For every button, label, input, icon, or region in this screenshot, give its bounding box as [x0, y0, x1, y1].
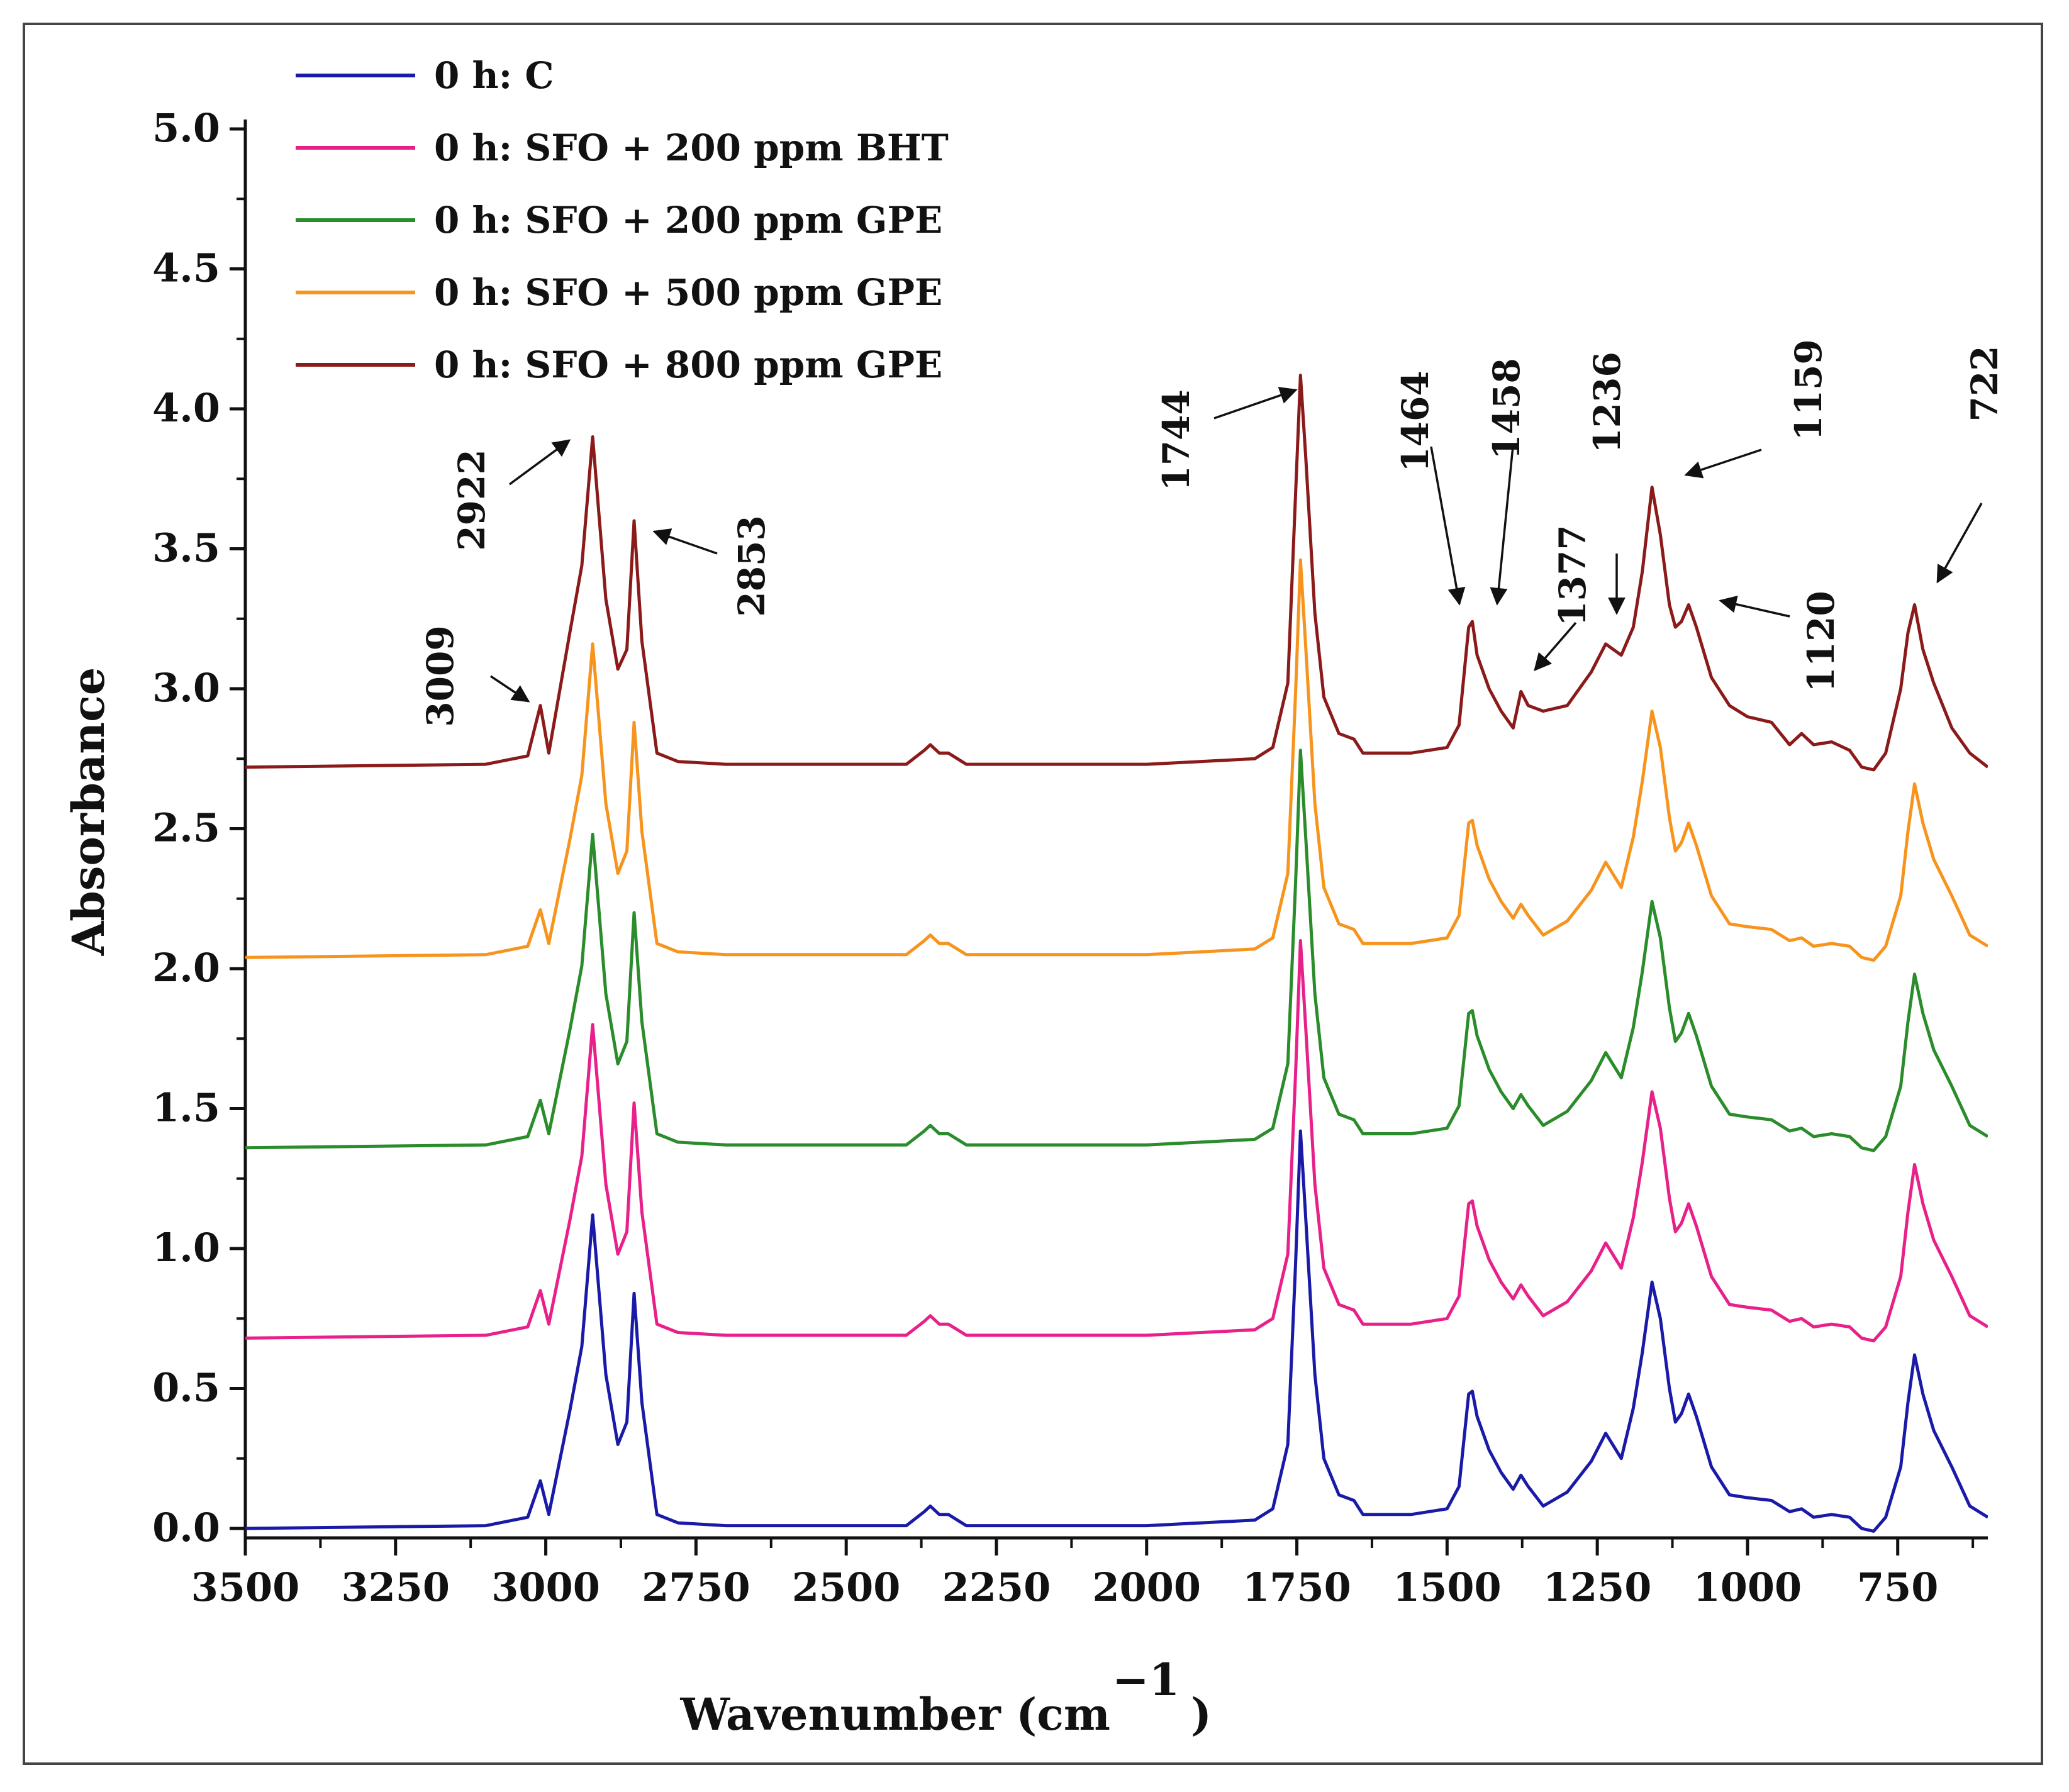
series-line-2: [245, 939, 1988, 1343]
annotation-label-1159: 1159: [1787, 339, 1830, 440]
legend-label-3: 0 h: SFO + 200 ppm GPE: [434, 199, 942, 242]
y-tick-label: 0.5: [152, 1365, 220, 1411]
y-tick-label: 2.5: [152, 805, 220, 851]
annotation-arrow-1464: [1430, 446, 1466, 606]
series-line-5: [245, 374, 1988, 772]
y-tick-label: 1.5: [152, 1085, 220, 1131]
annotation-label-1377: 1377: [1551, 525, 1594, 626]
annotation-label-2853: 2853: [730, 515, 773, 616]
x-axis-title-superscript: −1: [1112, 1654, 1179, 1706]
legend-label-4: 0 h: SFO + 500 ppm GPE: [434, 271, 942, 314]
y-tick-label: 4.5: [152, 245, 220, 291]
legend: 0 h: C 0 h: SFO + 200 ppm BHT 0 h: SFO + 2…: [296, 54, 949, 386]
x-axis-title: Wavenumber (cm: [680, 1688, 1111, 1740]
figure-frame: [23, 23, 2043, 1765]
annotation-arrow-722: [1936, 503, 1983, 584]
x-tick-label: 3250: [342, 1564, 450, 1610]
x-tick-label: 1750: [1242, 1564, 1351, 1610]
y-tick-label: 1.0: [152, 1225, 220, 1271]
annotation-arrow-1377: [1534, 621, 1577, 672]
annotation-arrow-1744: [1213, 387, 1298, 420]
x-tick-label: 750: [1857, 1564, 1938, 1610]
legend-label-2: 0 h: SFO + 200 ppm BHT: [434, 126, 949, 169]
series-line-4: [245, 558, 1988, 962]
x-tick-label: 2250: [942, 1564, 1051, 1610]
annotation-arrow-2853: [652, 528, 718, 555]
annotation-label-1464: 1464: [1394, 370, 1437, 472]
annotation-arrow-1458: [1490, 446, 1514, 606]
y-tick-label: 4.0: [152, 385, 220, 431]
peak-annotations: 3009 2922 2853 1744 1464 1458 1377 1236 1159 1120…: [419, 339, 2006, 726]
series-line-1: [245, 1129, 1988, 1533]
annotation-arrow-2922: [508, 439, 571, 486]
y-tick-label: 2.0: [152, 945, 220, 991]
x-tick-label: 2750: [642, 1564, 750, 1610]
y-axis-title: Absorbance: [62, 667, 114, 957]
series-line-3: [245, 749, 1988, 1152]
x-tick-label: 3500: [191, 1564, 300, 1610]
annotation-label-1236: 1236: [1586, 352, 1629, 453]
annotation-label-3009: 3009: [419, 625, 462, 726]
x-tick-label: 3000: [491, 1564, 600, 1610]
x-tick-label: 1000: [1693, 1564, 1802, 1610]
axes: 0.0 0.5 1.0 1.5 2.0 2.5 3.0 3.5 4.0 4.5 5.0 3500 325…: [152, 105, 1988, 1610]
x-tick-label: 2500: [792, 1564, 901, 1610]
y-tick-label: 3.5: [152, 525, 220, 571]
y-tick-label: 3.0: [152, 665, 220, 711]
annotation-label-1744: 1744: [1155, 389, 1198, 491]
y-tick-label: 0.0: [152, 1505, 220, 1550]
annotation-arrow-1159: [1684, 448, 1762, 479]
annotation-label-722: 722: [1963, 345, 2006, 421]
series-lines: [245, 374, 1988, 1533]
annotation-arrow-3009: [490, 675, 530, 703]
annotation-label-1458: 1458: [1485, 358, 1528, 459]
x-axis-title-close: ): [1191, 1688, 1212, 1740]
legend-label-1: 0 h: C: [434, 54, 554, 97]
annotation-label-1120: 1120: [1800, 591, 1843, 692]
x-tick-label: 2000: [1092, 1564, 1201, 1610]
annotation-arrow-1120: [1719, 595, 1790, 618]
x-tick-label: 1500: [1393, 1564, 1502, 1610]
x-tick-label: 1250: [1543, 1564, 1652, 1610]
legend-label-5: 0 h: SFO + 800 ppm GPE: [434, 343, 942, 386]
annotation-label-2922: 2922: [450, 449, 493, 550]
y-tick-label: 5.0: [152, 105, 220, 151]
